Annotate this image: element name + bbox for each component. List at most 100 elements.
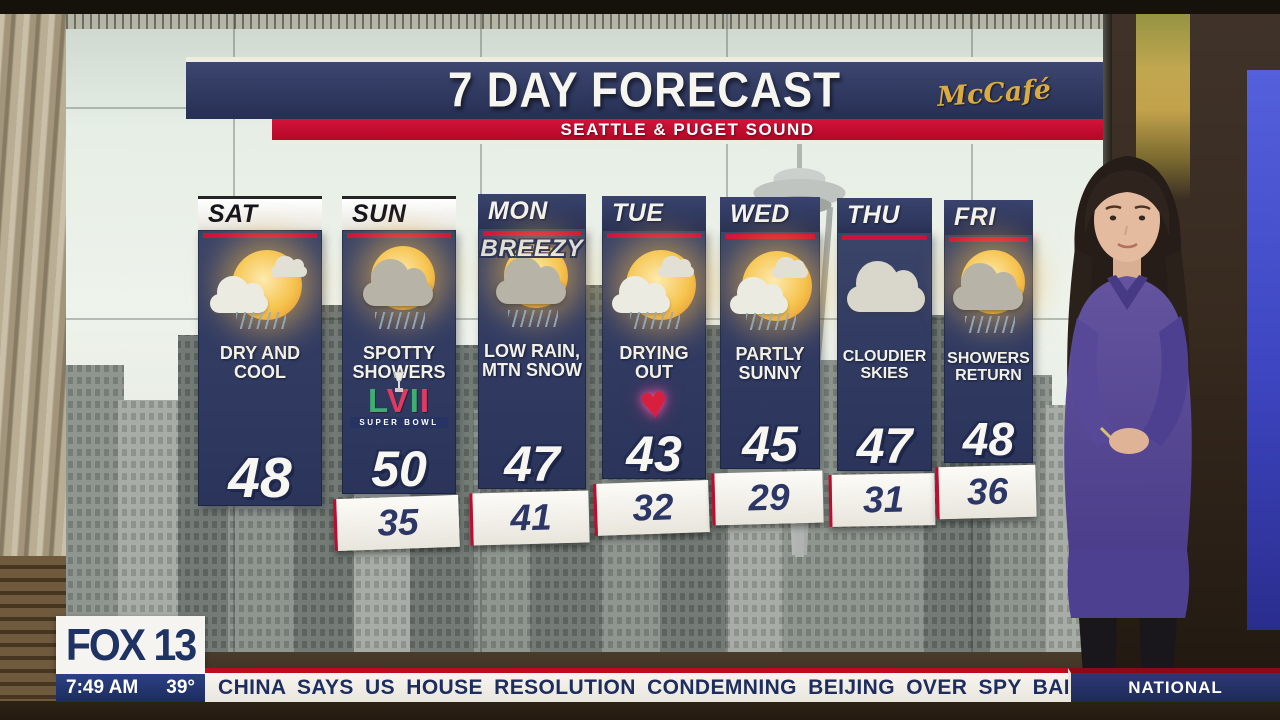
day-name: WED <box>730 199 790 228</box>
day-name: FRI <box>954 202 996 231</box>
fox13-logo: FOX 13 <box>56 616 205 674</box>
red-stripe-divider <box>949 237 1028 242</box>
low-temp-card: 29 <box>711 470 824 526</box>
mccafe-sponsor-logo: McCafé <box>935 74 1052 113</box>
weather-icon-partly-sunny <box>602 242 706 336</box>
forecast-card: SHOWERS RETURN 48 <box>944 234 1033 463</box>
day-name: SUN <box>352 200 407 228</box>
wall-seam <box>66 318 1106 320</box>
studio-ceiling-edge <box>0 0 1280 14</box>
high-temp: 45 <box>742 415 798 472</box>
weather-icon-sun-showers <box>342 242 456 336</box>
weather-icon-partly-sunny <box>198 242 322 336</box>
rain-icon <box>508 310 558 327</box>
super-bowl-label: SUPER BOWL <box>350 416 448 428</box>
low-temp: 31 <box>862 478 905 521</box>
red-stripe-divider <box>842 235 927 240</box>
forecast-card: DRYING OUT ♥ 43 <box>602 230 706 479</box>
cloud-icon <box>657 255 694 277</box>
time-temp-bar: 7:49 AM 39° <box>56 674 205 702</box>
day-header: SAT <box>198 196 322 230</box>
condition-text: DRY AND COOL <box>219 342 301 382</box>
forecast-day-thu: THU CLOUDIER SKIES 47 31 <box>828 198 936 527</box>
low-temp: 36 <box>966 470 1009 513</box>
low-temp: 35 <box>376 501 420 544</box>
low-temp-card: 35 <box>333 494 460 552</box>
forecast-card: PARTLY SUNNY 45 <box>720 231 820 469</box>
rain-cloud-icon <box>496 257 566 304</box>
low-temp-card: 41 <box>469 490 590 546</box>
rain-icon <box>630 312 680 329</box>
studio-blue-panel <box>1247 70 1280 630</box>
red-stripe-divider <box>607 233 701 238</box>
day-name: THU <box>847 200 900 229</box>
condition-text: DRYING OUT <box>619 342 689 382</box>
day-name: SAT <box>208 200 258 228</box>
weather-icon-cloudy <box>837 244 932 338</box>
forecast-card: BREEZY LOW RAIN, MTN SNOW 47 <box>478 228 586 489</box>
low-temp: 29 <box>747 476 791 519</box>
valentines-heart-icon: ♥ <box>637 374 671 430</box>
forecast-day-wed: WED PARTLY SUNNY 45 29 <box>711 197 824 526</box>
forecast-day-tue: TUE DRYING OUT ♥ 43 32 <box>593 196 710 536</box>
low-temp: 32 <box>631 486 675 529</box>
lombardi-trophy-icon <box>393 371 405 392</box>
high-temp: 48 <box>962 412 1015 465</box>
ticker-headline: CHINA SAYS US HOUSE RESOLUTION CONDEMNIN… <box>205 668 1068 702</box>
forecast-day-sun: SUN SPOTTY SHOWERS LVII SUPER BOWL <box>333 196 460 552</box>
cloud-icon <box>271 255 308 277</box>
red-stripe-divider <box>347 233 451 238</box>
super-bowl-numerals: LVII <box>367 382 431 419</box>
high-temp: 48 <box>228 445 292 510</box>
day-name: MON <box>488 196 548 225</box>
day-header: FRI <box>944 200 1033 234</box>
rain-icon <box>746 313 796 330</box>
clock-time: 7:49 AM <box>66 677 139 698</box>
rain-cloud-icon <box>952 263 1023 310</box>
cloud-icon <box>612 275 671 313</box>
low-temp-card: 32 <box>593 480 710 536</box>
day-header: MON <box>478 194 586 228</box>
red-stripe-divider <box>203 233 317 238</box>
red-stripe-divider <box>483 231 581 236</box>
high-temp: 47 <box>504 435 560 492</box>
high-temp: 50 <box>371 440 427 497</box>
page-title: 7 DAY FORECAST <box>448 62 841 118</box>
condition-text: CLOUDIER SKIES <box>842 347 927 382</box>
forecast-day-sat: SAT DRY AND COOL 48 <box>198 196 322 506</box>
super-bowl-lvii-logo: LVII SUPER BOWL <box>350 371 448 428</box>
rain-icon <box>375 312 425 329</box>
day-header: WED <box>720 197 820 231</box>
wall-top-vent <box>66 12 1106 29</box>
forecast-title-band: 7 DAY FORECAST McCafé <box>186 57 1103 119</box>
news-ticker: CHINA SAYS US HOUSE RESOLUTION CONDEMNIN… <box>205 668 1280 702</box>
day-header: SUN <box>342 196 456 230</box>
weather-presenter <box>1064 156 1192 704</box>
low-temp-card: 31 <box>828 473 936 527</box>
day-name: TUE <box>612 198 664 227</box>
rain-icon <box>236 312 286 329</box>
condition-text: SHOWERS RETURN <box>947 349 1030 384</box>
studio-wood-slats <box>0 556 66 720</box>
rain-cloud-icon <box>363 259 433 306</box>
high-temp: 47 <box>856 417 913 474</box>
station-name: FOX 13 <box>65 619 197 670</box>
cloud-icon <box>846 261 925 312</box>
red-stripe-divider <box>725 234 815 239</box>
ticker-category-badge: NATIONAL <box>1068 668 1280 702</box>
weather-icon-sun-showers <box>478 240 586 334</box>
day-header: TUE <box>602 196 706 230</box>
low-temp: 41 <box>509 496 553 539</box>
weather-icon-sun-showers <box>944 246 1033 340</box>
condition-text: LOW RAIN, MTN SNOW <box>482 340 582 380</box>
forecast-day-fri: FRI SHOWERS RETURN 48 36 <box>935 200 1037 520</box>
forecast-day-mon: MON BREEZY LOW RAIN, MTN SNOW 47 41 <box>469 194 590 546</box>
forecast-card: DRY AND COOL 48 <box>198 230 322 506</box>
cloud-icon <box>772 256 808 278</box>
forecast-subtitle-band: SEATTLE & PUGET SOUND <box>272 119 1103 144</box>
cloud-icon <box>730 276 788 314</box>
forecast-card: SPOTTY SHOWERS LVII SUPER BOWL 50 <box>342 230 456 494</box>
region-subtitle: SEATTLE & PUGET SOUND <box>560 119 815 139</box>
condition-text: PARTLY SUNNY <box>735 343 805 383</box>
